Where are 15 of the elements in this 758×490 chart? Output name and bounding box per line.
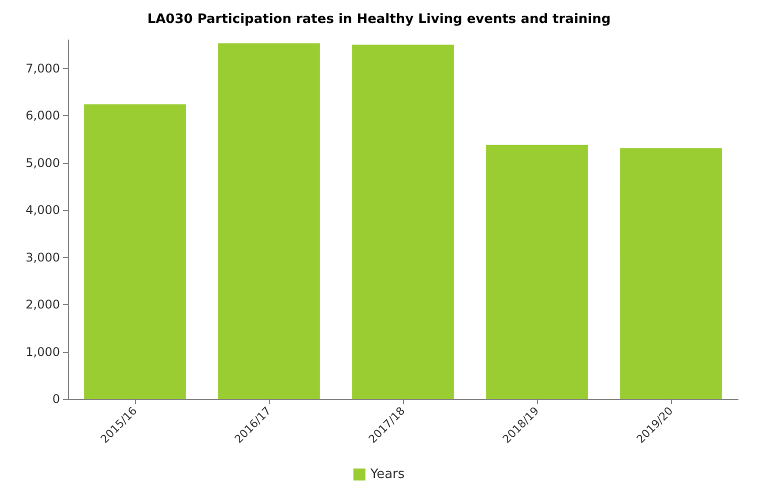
bar [486,144,588,399]
y-tick-label: 7,000 [26,61,60,76]
y-tick-label: 4,000 [26,203,60,218]
y-tick-label: 2,000 [26,298,60,312]
y-tick-label: 1,000 [26,344,60,359]
y-tick-label: 5,000 [26,156,60,170]
bar [84,104,186,399]
y-tick-label: 3,000 [26,250,60,264]
legend-label: Years [369,467,405,482]
bar [352,44,454,399]
y-tick-label: 0 [52,392,60,406]
chart-title: LA030 Participation rates in Healthy Living events and training [147,12,611,27]
y-tick-label: 6,000 [26,108,60,123]
bar [620,148,722,399]
bar [218,43,320,399]
